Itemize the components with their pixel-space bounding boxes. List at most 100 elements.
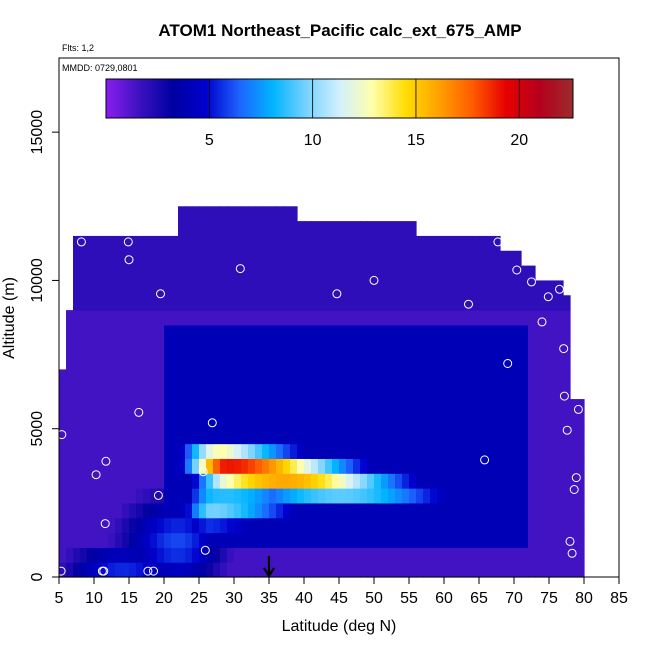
- heatmap-cell: [220, 324, 228, 341]
- heatmap-cell: [136, 458, 144, 474]
- heatmap-cell: [206, 399, 214, 415]
- heatmap-cell: [241, 384, 249, 400]
- heatmap-cell: [325, 339, 333, 356]
- heatmap-cell: [479, 413, 487, 430]
- heatmap-cell: [416, 265, 424, 282]
- heatmap-cell: [570, 428, 578, 445]
- heatmap-cell: [374, 280, 382, 296]
- heatmap-cell: [101, 502, 109, 519]
- heatmap-cell: [528, 458, 536, 474]
- sample-point: [56, 566, 66, 576]
- heatmap-cell: [346, 369, 354, 385]
- heatmap-cell: [297, 443, 305, 459]
- heatmap-cell: [297, 428, 305, 445]
- heatmap-cell: [360, 532, 368, 548]
- heatmap-cell: [185, 324, 193, 341]
- heatmap-cell: [276, 339, 284, 356]
- heatmap-cell: [367, 399, 375, 415]
- heatmap-cell: [325, 369, 333, 385]
- heatmap-cell: [332, 562, 340, 578]
- heatmap-cell: [108, 235, 116, 252]
- heatmap-cell: [507, 458, 515, 474]
- heatmap-cell: [458, 458, 466, 474]
- x-axis: 5 10 15 20 25 30 35 40 45 50 55 60 65 70 75 80 85: [55, 577, 628, 607]
- heatmap-cell: [325, 235, 333, 252]
- heatmap-cell: [234, 221, 242, 237]
- heatmap-cell: [444, 473, 452, 489]
- heatmap-cell: [381, 221, 389, 237]
- heatmap-cell: [220, 473, 228, 489]
- heatmap-cell: [248, 280, 256, 296]
- heatmap-cell: [269, 250, 277, 267]
- heatmap-cell: [514, 265, 522, 282]
- heatmap-cell: [542, 473, 550, 489]
- heatmap-cell: [304, 280, 312, 296]
- heatmap-cell: [416, 354, 424, 370]
- heatmap-cell: [206, 502, 214, 519]
- heatmap-cell: [542, 458, 550, 474]
- heatmap-cell: [248, 295, 256, 311]
- heatmap-cell: [493, 324, 501, 341]
- heatmap-cell: [381, 399, 389, 415]
- sample-point: [480, 455, 490, 465]
- heatmap-cell: [66, 473, 74, 489]
- heatmap-cell: [549, 532, 557, 548]
- heatmap-cell: [563, 443, 571, 459]
- heatmap-cell: [290, 532, 298, 548]
- heatmap-cell: [451, 413, 459, 430]
- heatmap-cell: [332, 517, 340, 534]
- heatmap-cell: [339, 295, 347, 311]
- heatmap-cell: [150, 458, 158, 474]
- heatmap-cell: [465, 473, 473, 489]
- heatmap-cell: [94, 384, 102, 400]
- heatmap-cell: [94, 458, 102, 474]
- heatmap-cell: [472, 517, 480, 534]
- heatmap-cell: [318, 384, 326, 400]
- heatmap-cell: [94, 443, 102, 459]
- heatmap-cell: [122, 562, 130, 578]
- heatmap-cell: [143, 280, 151, 296]
- heatmap-cell: [500, 532, 508, 548]
- heatmap-cell: [171, 339, 179, 356]
- heatmap-cell: [493, 399, 501, 415]
- heatmap-cell: [73, 265, 81, 282]
- heatmap-cell: [402, 265, 410, 282]
- heatmap-cell: [178, 250, 186, 267]
- heatmap-cell: [318, 250, 326, 267]
- heatmap-cell: [290, 428, 298, 445]
- heatmap-cell: [129, 443, 137, 459]
- heatmap-cell: [437, 413, 445, 430]
- heatmap-cell: [395, 502, 403, 519]
- heatmap-cell: [570, 547, 578, 563]
- heatmap-cell: [178, 428, 186, 445]
- heatmap-cell: [199, 428, 207, 445]
- heatmap-cell: [122, 250, 130, 267]
- heatmap-cell: [206, 384, 214, 400]
- heatmap-cell: [185, 399, 193, 415]
- heatmap-cell: [108, 280, 116, 296]
- heatmap-cell: [290, 413, 298, 430]
- heatmap-cell: [493, 458, 501, 474]
- heatmap-cell: [416, 295, 424, 311]
- heatmap-cell: [458, 295, 466, 311]
- heatmap-cell: [479, 428, 487, 445]
- heatmap-cell: [290, 265, 298, 282]
- heatmap-cell: [276, 458, 284, 474]
- heatmap-cell: [136, 339, 144, 356]
- heatmap-cell: [486, 562, 494, 578]
- heatmap-cell: [115, 443, 123, 459]
- heatmap-cell: [395, 428, 403, 445]
- heatmap-cell: [486, 339, 494, 356]
- heatmap-cell: [507, 428, 515, 445]
- heatmap-cell: [297, 235, 305, 252]
- heatmap-cell: [318, 221, 326, 237]
- heatmap-cell: [318, 280, 326, 296]
- heatmap-cell: [374, 488, 382, 504]
- heatmap-cell: [332, 250, 340, 267]
- heatmap-cell: [304, 532, 312, 548]
- heatmap-cell: [577, 458, 585, 474]
- heatmap-cell: [94, 517, 102, 534]
- x-tick-label: 35: [260, 590, 278, 607]
- heatmap-cell: [248, 206, 256, 222]
- heatmap-cell: [150, 235, 158, 252]
